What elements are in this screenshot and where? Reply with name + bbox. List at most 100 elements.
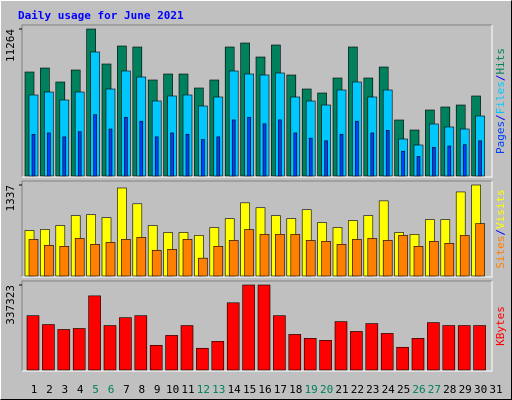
bar	[242, 284, 255, 371]
bar	[442, 325, 456, 371]
legend-entry: Sites	[494, 236, 507, 269]
bar	[350, 331, 363, 371]
y-tick-label: 337323	[4, 285, 17, 325]
plot-border-dark	[21, 24, 492, 177]
x-tick-label: 28	[443, 383, 456, 396]
bar	[185, 133, 190, 177]
bar	[308, 137, 313, 177]
bar	[288, 334, 302, 371]
bar	[447, 145, 452, 177]
x-tick-label: 22	[351, 383, 364, 396]
bar	[352, 239, 362, 277]
x-tick-label: 20	[320, 383, 333, 396]
legend-separator: /	[494, 114, 507, 121]
bar	[42, 324, 55, 371]
x-tick-label: 10	[166, 383, 179, 396]
bar	[334, 321, 348, 371]
legend-separator: /	[494, 229, 507, 236]
plot-border-light	[22, 181, 493, 278]
bar	[180, 325, 194, 371]
plot-border-dark	[21, 180, 492, 277]
bar	[28, 239, 39, 277]
chart-title: Daily usage for June 2021	[18, 9, 184, 22]
legend: Pages/Files/Hits	[494, 48, 507, 154]
bar	[473, 325, 486, 371]
legend-entry: Visits	[494, 189, 507, 229]
bar	[74, 238, 85, 277]
bar	[59, 246, 70, 277]
bar	[165, 335, 178, 371]
x-tick-label: 7	[123, 383, 130, 396]
bar	[293, 132, 298, 177]
bar	[475, 223, 485, 277]
bar	[47, 132, 51, 177]
bar	[370, 132, 375, 177]
bar	[134, 315, 148, 371]
legend-entry: Hits	[494, 48, 507, 75]
bar	[121, 239, 131, 277]
legend-entry: Files	[494, 81, 507, 114]
bar	[321, 241, 331, 277]
bar	[365, 323, 379, 371]
bar	[382, 240, 393, 277]
bar	[167, 249, 177, 277]
bar	[411, 338, 425, 371]
bar	[339, 133, 344, 177]
legend: Sites/Visits	[494, 189, 507, 269]
x-tick-label: 29	[459, 383, 472, 396]
x-tick-label: 1	[31, 383, 38, 396]
bar	[457, 325, 471, 371]
legend-entry: KBytes	[494, 306, 507, 346]
bar	[226, 302, 240, 371]
bar	[57, 329, 71, 371]
bar	[385, 130, 390, 177]
bar	[459, 235, 470, 277]
bar	[182, 239, 193, 277]
bar	[77, 131, 82, 177]
x-tick-label: 5	[92, 383, 99, 396]
bar	[72, 328, 86, 371]
bar	[319, 340, 332, 371]
legend: KBytes	[494, 306, 507, 346]
bar	[124, 116, 128, 177]
legend-separator: /	[494, 75, 507, 82]
legend-entry: Pages	[494, 121, 507, 154]
x-tick-label: 12	[197, 383, 210, 396]
bar	[103, 325, 117, 371]
bar	[367, 238, 378, 277]
x-tick-label: 21	[335, 383, 348, 396]
bar	[119, 317, 132, 371]
x-tick-label: 13	[212, 383, 225, 396]
bar	[336, 244, 347, 277]
x-tick-label: 23	[366, 383, 379, 396]
bar	[88, 295, 101, 371]
x-tick-label: 4	[77, 383, 84, 396]
bar	[26, 315, 40, 371]
bar	[303, 338, 317, 371]
bar	[398, 235, 408, 277]
x-tick-label: 15	[243, 383, 256, 396]
x-tick-label: 25	[397, 383, 410, 396]
bar	[259, 234, 270, 277]
bar	[149, 344, 163, 371]
bar	[478, 140, 482, 177]
bar	[278, 119, 282, 177]
bar	[244, 229, 254, 277]
bar	[93, 114, 97, 177]
bar	[228, 240, 239, 277]
bar	[170, 132, 174, 177]
x-tick-label: 17	[274, 383, 287, 396]
bar	[462, 144, 467, 177]
bar	[355, 120, 359, 177]
bar	[380, 333, 394, 371]
plot-border-dark	[21, 280, 492, 371]
bar	[444, 243, 455, 277]
bar	[196, 347, 209, 371]
bar	[151, 249, 162, 277]
bar	[305, 240, 316, 277]
bar	[108, 128, 113, 177]
bar	[247, 116, 251, 177]
x-tick-label: 19	[305, 383, 318, 396]
x-tick-label: 24	[382, 383, 396, 396]
